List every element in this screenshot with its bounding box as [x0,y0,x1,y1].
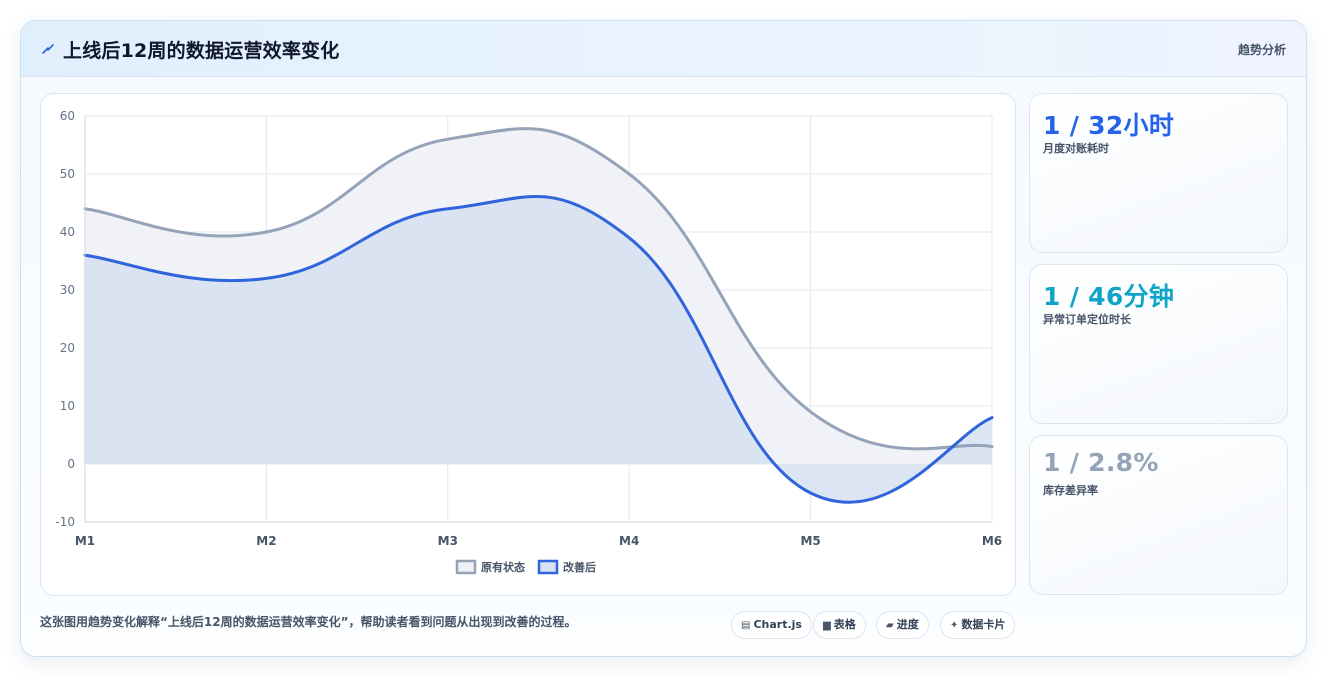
legend-swatch [455,559,477,575]
chart-icon: ▤ [741,620,751,631]
stat-value: 1 / 2.8% [1043,448,1159,477]
tag-progress[interactable]: ▰ 进度 [876,611,929,639]
sparkle-icon: ✦ [950,620,959,631]
y-tick-label: 0 [67,457,75,471]
chart-caption: 这张图用趋势变化解释“上线后12周的数据运营效率变化”，帮助读者看到问题从出现到… [40,615,577,629]
tag-label: 数据卡片 [961,618,1006,631]
page-title: 上线后12周的数据运营效率变化 [63,40,340,62]
stat-value: 1 / 32小时 [1043,111,1175,140]
chart-legend: 原有状态 改善后 [455,559,596,575]
stat-card-order-exception: 1 / 46分钟 异常订单定位时长 [1029,264,1288,424]
series-area-2 [85,196,992,503]
legend-swatch [537,559,559,575]
card-header: 上线后12周的数据运营效率变化 趋势分析 [21,21,1306,77]
stat-label: 异常订单定位时长 [1043,313,1131,326]
legend-label: 改善后 [563,560,596,574]
x-tick-label: M4 [619,534,639,548]
dashboard-card: 上线后12周的数据运营效率变化 趋势分析 -10 0 10 20 30 40 50 60 M1 M… [20,20,1307,657]
y-tick-label: 10 [60,399,75,413]
stat-label: 月度对账耗时 [1043,142,1109,155]
tag-label: 进度 [896,618,919,631]
y-tick-label: 60 [60,109,75,123]
stat-label: 库存差异率 [1043,484,1098,497]
stat-value: 1 / 46分钟 [1043,282,1175,311]
x-tick-label: M1 [75,534,95,548]
y-tick-label: -10 [55,515,75,529]
trend-analysis-link[interactable]: 趋势分析 [1237,43,1286,57]
stat-card-inventory: 1 / 2.8% 库存差异率 [1029,435,1288,595]
tag-table[interactable]: ▆ 表格 [813,611,866,639]
lightning-icon [42,44,54,54]
tag-chartjs[interactable]: ▤ Chart.js [731,611,812,639]
progress-icon: ▰ [886,620,894,631]
tag-data-cards[interactable]: ✦ 数据卡片 [940,611,1016,639]
y-tick-label: 50 [60,167,75,181]
series-line-1 [83,127,994,451]
table-icon: ▆ [823,620,831,631]
y-tick-label: 30 [60,283,75,297]
stat-card-reconciliation: 1 / 32小时 月度对账耗时 [1029,93,1288,253]
area-chart: -10 0 10 20 30 40 50 60 M1 M2 M3 M4 M5 M6 原有状态 改善后 [55,109,1002,575]
x-tick-label: M2 [256,534,276,548]
x-tick-label: M5 [800,534,820,548]
tag-label: Chart.js [753,618,802,631]
legend-label: 原有状态 [481,560,525,574]
tag-label: 表格 [833,618,856,631]
y-tick-label: 40 [60,225,75,239]
chart-panel: -10 0 10 20 30 40 50 60 M1 M2 M3 M4 M5 M6 原有状态 改善后 [40,93,1016,596]
series-line-2 [83,195,994,504]
x-tick-label: M6 [982,534,1002,548]
x-tick-label: M3 [438,534,458,548]
y-tick-label: 20 [60,341,75,355]
